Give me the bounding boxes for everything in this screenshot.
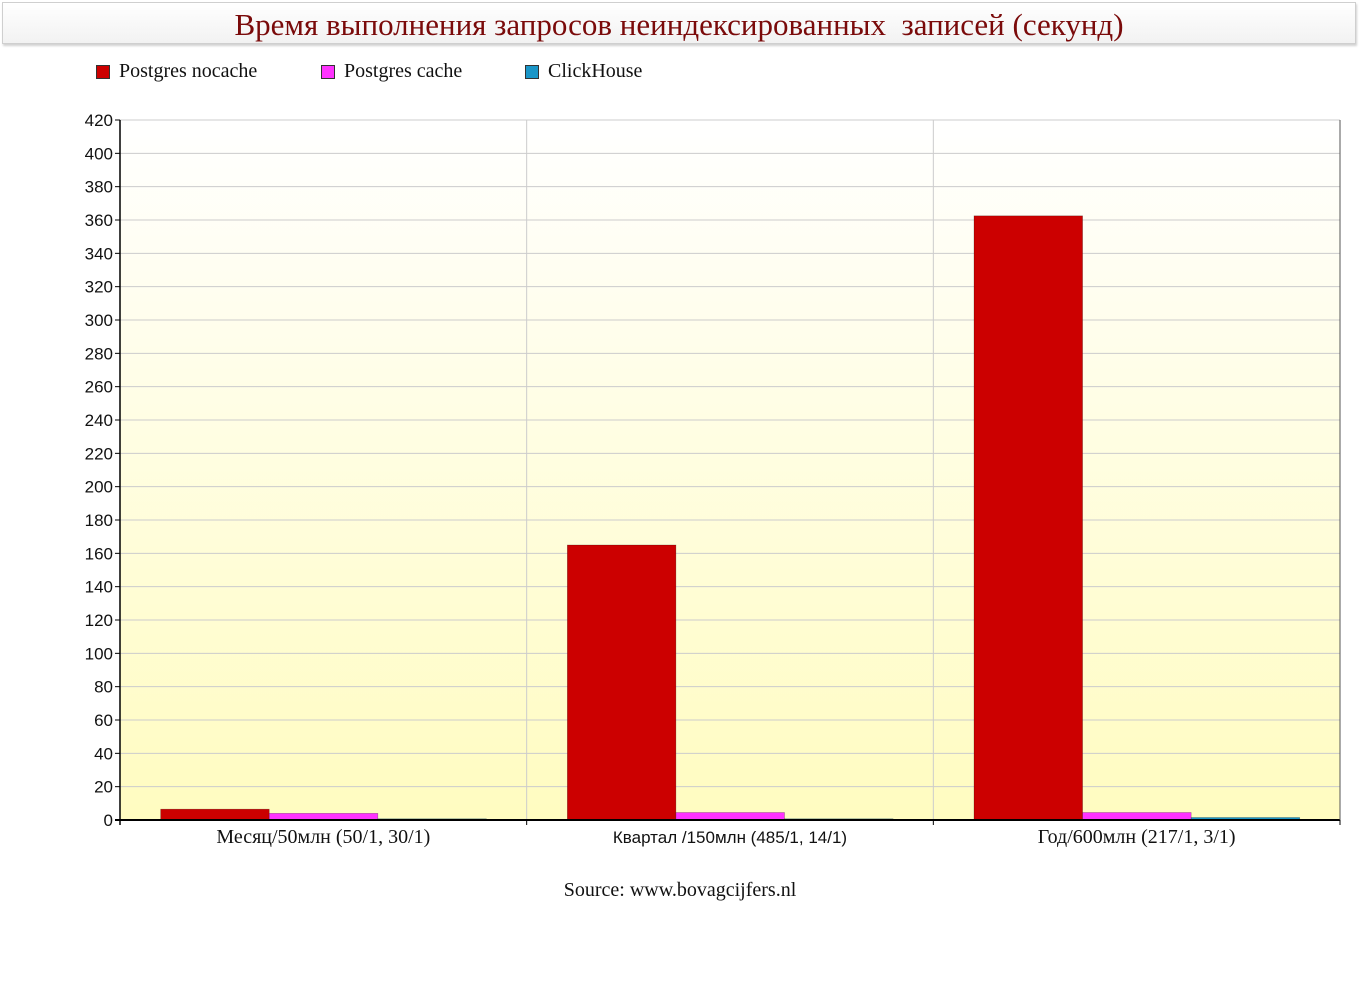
chart-source-note: Source: www.bovagcijfers.nl (563, 879, 797, 901)
y-tick-label: 140 (85, 578, 113, 597)
legend-swatch-postgres-nocache (96, 65, 110, 79)
y-tick-label: 100 (85, 644, 113, 663)
legend-swatch-clickhouse (525, 65, 539, 79)
x-category-label: Месяц/50млн (50/1, 30/1) (216, 826, 430, 848)
y-tick-label: 400 (85, 144, 113, 163)
bar-postgres-nocache-0 (160, 808, 270, 821)
y-tick-label: 120 (85, 611, 113, 630)
y-tick-label: 360 (85, 211, 113, 230)
y-tick-label: 300 (85, 311, 113, 330)
y-tick-label: 340 (85, 244, 113, 263)
y-tick-label: 380 (85, 178, 113, 197)
bar-postgres-nocache-1 (567, 544, 677, 821)
y-tick-label: 0 (104, 811, 113, 830)
y-tick-label: 200 (85, 478, 113, 497)
chart-title: Время выполнения запросов неиндексирован… (234, 7, 1124, 42)
y-tick-label: 260 (85, 378, 113, 397)
bar-postgres-cache-1 (675, 812, 785, 821)
x-category-label: Год/600млн (217/1, 3/1) (1038, 826, 1236, 848)
y-tick-label: 160 (85, 544, 113, 563)
legend-label-postgres-nocache: Postgres nocache (119, 60, 258, 82)
bar-postgres-cache-2 (1082, 812, 1192, 821)
x-category-label: Квартал /150млн (485/1, 14/1) (613, 828, 847, 847)
bar-postgres-nocache-2 (973, 215, 1083, 821)
legend-label-postgres-cache: Postgres cache (344, 60, 463, 82)
legend-swatch-postgres-cache (321, 65, 335, 79)
y-tick-label: 20 (94, 778, 113, 797)
bar-chart: 0 20 40 60 80 100 120 140 160 180 200 220 240 260 280 3… (85, 111, 1341, 848)
y-tick-label: 420 (85, 111, 113, 130)
y-tick-label: 320 (85, 278, 113, 297)
y-tick-label: 80 (94, 678, 113, 697)
y-tick-label: 220 (85, 444, 113, 463)
y-tick-label: 60 (94, 711, 113, 730)
y-tick-label: 180 (85, 511, 113, 530)
legend-label-clickhouse: ClickHouse (548, 60, 643, 82)
y-tick-label: 280 (85, 344, 113, 363)
chart-title-bar: Время выполнения запросов неиндексирован… (2, 2, 1356, 44)
y-tick-label: 240 (85, 411, 113, 430)
plot-area (120, 120, 1340, 820)
y-tick-label: 40 (94, 744, 113, 763)
